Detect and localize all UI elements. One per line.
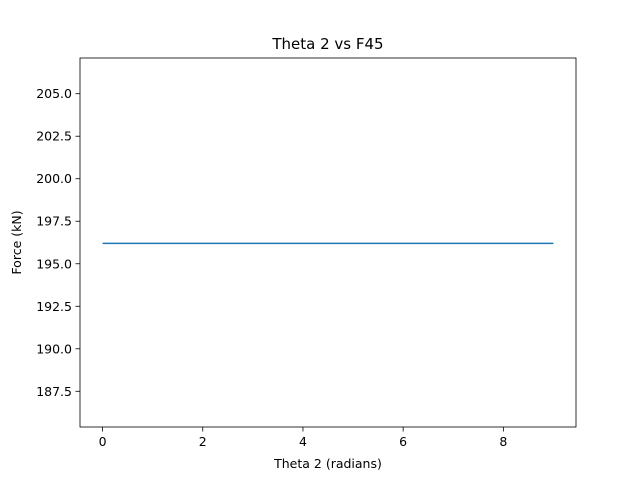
y-axis-ticks: 187.5 190.0 192.5 195.0 197.5 200.0 202.5 205.0 <box>36 86 80 399</box>
x-axis-label: Theta 2 (radians) <box>273 456 382 471</box>
y-tick-label: 192.5 <box>36 299 72 314</box>
chart-title: Theta 2 vs F45 <box>271 35 383 53</box>
y-tick-label: 190.0 <box>36 341 72 356</box>
x-tick-label: 6 <box>399 434 407 449</box>
x-tick-label: 0 <box>99 434 107 449</box>
y-tick-label: 202.5 <box>36 129 72 144</box>
y-tick-label: 195.0 <box>36 256 72 271</box>
x-tick-label: 8 <box>499 434 507 449</box>
y-tick-label: 197.5 <box>36 214 72 229</box>
y-tick-label: 205.0 <box>36 86 72 101</box>
y-tick-label: 187.5 <box>36 384 72 399</box>
x-axis-ticks: 0 2 4 6 8 <box>99 427 507 449</box>
x-tick-label: 4 <box>299 434 307 449</box>
y-tick-label: 200.0 <box>36 171 72 186</box>
plot-frame <box>79 57 577 428</box>
x-tick-label: 2 <box>199 434 207 449</box>
plot-area <box>80 58 576 427</box>
y-axis-label: Force (kN) <box>9 210 24 274</box>
